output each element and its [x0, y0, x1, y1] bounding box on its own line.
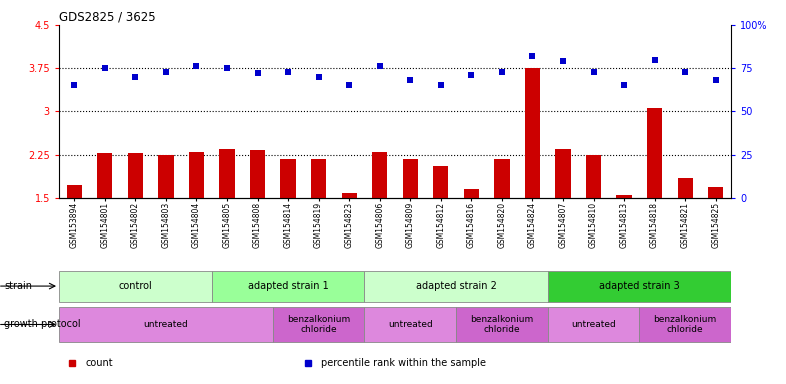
- Bar: [494, 159, 509, 198]
- Text: benzalkonium
chloride: benzalkonium chloride: [653, 315, 717, 334]
- Point: [710, 77, 722, 83]
- Bar: [127, 153, 143, 198]
- Text: GDS2825 / 3625: GDS2825 / 3625: [59, 11, 156, 24]
- Point: [679, 68, 692, 74]
- Point: [221, 65, 233, 71]
- Bar: [341, 193, 357, 198]
- Bar: [219, 149, 234, 198]
- Point: [190, 63, 203, 70]
- Bar: [616, 195, 632, 198]
- Bar: [586, 155, 601, 198]
- Text: growth protocol: growth protocol: [4, 319, 80, 329]
- Bar: [97, 153, 112, 198]
- Point: [465, 72, 478, 78]
- Bar: [708, 187, 723, 198]
- Point: [618, 83, 630, 89]
- Point: [343, 83, 355, 89]
- Point: [587, 68, 600, 74]
- Point: [160, 68, 172, 74]
- Point: [312, 74, 325, 80]
- Bar: [311, 159, 326, 198]
- Point: [404, 77, 417, 83]
- Text: benzalkonium
chloride: benzalkonium chloride: [287, 315, 351, 334]
- Point: [556, 58, 569, 64]
- Bar: [548, 307, 639, 342]
- Bar: [67, 185, 82, 198]
- Bar: [433, 166, 449, 198]
- Text: strain: strain: [4, 281, 32, 291]
- Bar: [678, 177, 692, 198]
- Point: [496, 68, 509, 74]
- Point: [648, 56, 661, 63]
- Point: [435, 83, 447, 89]
- Point: [252, 70, 264, 76]
- Bar: [250, 150, 265, 198]
- Bar: [525, 68, 540, 198]
- Bar: [556, 149, 571, 198]
- Text: control: control: [119, 281, 152, 291]
- Text: untreated: untreated: [571, 320, 616, 329]
- Bar: [372, 152, 387, 198]
- Bar: [548, 270, 731, 302]
- Bar: [365, 270, 548, 302]
- Bar: [158, 155, 174, 198]
- Bar: [647, 109, 663, 198]
- Bar: [639, 307, 731, 342]
- Bar: [59, 307, 273, 342]
- Bar: [365, 307, 456, 342]
- Bar: [273, 307, 365, 342]
- Bar: [281, 159, 296, 198]
- Bar: [189, 152, 204, 198]
- Text: untreated: untreated: [144, 320, 188, 329]
- Bar: [402, 159, 418, 198]
- Bar: [59, 270, 211, 302]
- Bar: [211, 270, 365, 302]
- Bar: [464, 189, 479, 198]
- Point: [526, 53, 538, 59]
- Text: count: count: [86, 358, 113, 368]
- Text: adapted strain 2: adapted strain 2: [416, 281, 497, 291]
- Text: adapted strain 1: adapted strain 1: [248, 281, 329, 291]
- Text: untreated: untreated: [387, 320, 432, 329]
- Point: [373, 63, 386, 70]
- Bar: [456, 307, 548, 342]
- Point: [281, 68, 294, 74]
- Point: [98, 65, 111, 71]
- Text: percentile rank within the sample: percentile rank within the sample: [321, 358, 486, 368]
- Text: adapted strain 3: adapted strain 3: [599, 281, 680, 291]
- Point: [129, 74, 141, 80]
- Text: benzalkonium
chloride: benzalkonium chloride: [470, 315, 534, 334]
- Point: [68, 83, 80, 89]
